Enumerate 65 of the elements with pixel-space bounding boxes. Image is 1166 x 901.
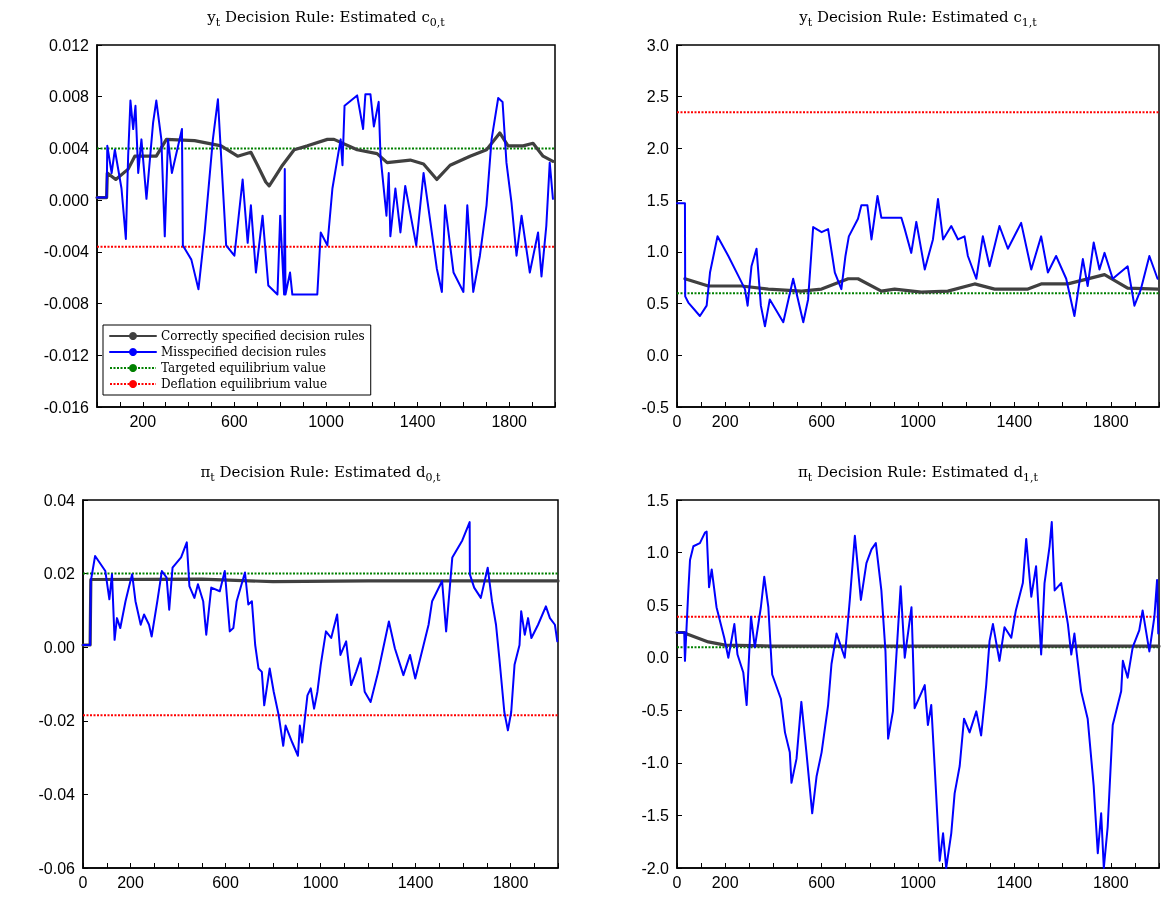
legend-label: Deflation equilibrium value [161, 377, 328, 391]
legend-label: Targeted equilibrium value [161, 361, 326, 375]
y-tick-label: -0.008 [43, 295, 90, 313]
x-tick-label: 600 [808, 412, 836, 430]
x-tick-label: 0 [78, 873, 88, 891]
x-tick-label: 600 [221, 412, 248, 430]
y-tick-label: 1.5 [646, 491, 670, 509]
x-tick-label: 1400 [996, 873, 1033, 891]
x-tick-label: 0 [672, 412, 682, 430]
chart-title: π$_{t}$ Decision Rule: Estimated d$_{1,t}$ [797, 463, 1039, 484]
y-tick-label: 0.5 [646, 295, 670, 313]
x-tick-label: 200 [711, 412, 739, 430]
chart-title: y$_{t}$ Decision Rule: Estimated c$_{0,t}$ [206, 8, 446, 29]
y-tick-label: 0.004 [48, 139, 90, 157]
y-tick-label: 1.0 [646, 544, 670, 562]
x-tick-label: 1800 [492, 873, 529, 891]
y-tick-label: 3.0 [646, 36, 670, 54]
x-tick-label: 1400 [996, 412, 1033, 430]
y-tick-label: -1.5 [641, 806, 670, 824]
x-tick-label: 1000 [302, 873, 339, 891]
y-tick-label: -0.06 [38, 859, 76, 877]
y-tick-label: -0.004 [43, 243, 90, 261]
y-tick-label: -2.0 [641, 859, 670, 877]
chart-title: y$_{t}$ Decision Rule: Estimated c$_{1,t}$ [798, 8, 1038, 29]
x-tick-label: 1400 [397, 873, 434, 891]
y-tick-label: 1.5 [646, 191, 670, 209]
y-tick-label: -0.012 [43, 346, 90, 364]
y-tick-label: -0.04 [38, 785, 76, 803]
chart-title: π$_{t}$ Decision Rule: Estimated d$_{0,t}$ [199, 463, 442, 484]
y-tick-label: 0.0 [646, 649, 670, 667]
y-tick-label: 1.0 [646, 243, 670, 261]
legend-label: Misspecified decision rules [161, 345, 327, 359]
y-tick-label: 0.5 [646, 596, 670, 614]
y-tick-label: -0.016 [43, 398, 90, 416]
y-tick-label: 2.5 [646, 88, 670, 106]
x-tick-label: 200 [129, 412, 157, 430]
y-tick-label: 0.008 [48, 88, 90, 106]
line-series [683, 273, 1160, 294]
y-tick-label: -0.5 [641, 701, 670, 719]
line-series [82, 521, 559, 757]
x-tick-label: 1800 [491, 412, 528, 430]
y-tick-label: -1.0 [641, 754, 670, 772]
legend-label: Correctly specified decision rules [161, 329, 365, 343]
x-tick-label: 600 [212, 873, 239, 891]
line-series [96, 93, 554, 296]
y-tick-label: -0.5 [641, 398, 670, 416]
y-tick-label: 2.0 [646, 139, 670, 157]
x-tick-label: 1400 [399, 412, 436, 430]
y-tick-label: 0.04 [43, 491, 76, 509]
x-tick-label: 1800 [1093, 412, 1129, 430]
y-tick-label: -0.02 [38, 712, 76, 730]
x-tick-label: 600 [808, 873, 836, 891]
x-tick-label: 0 [672, 873, 682, 891]
x-tick-label: 1000 [308, 412, 344, 430]
line-series [676, 195, 1159, 328]
y-tick-label: 0.012 [48, 36, 90, 54]
x-tick-label: 200 [117, 873, 144, 891]
y-tick-label: 0.0 [646, 346, 670, 364]
x-tick-label: 1000 [900, 412, 936, 430]
y-tick-label: 0.02 [43, 565, 76, 583]
y-tick-label: 0.000 [48, 191, 90, 209]
x-tick-label: 1800 [1093, 873, 1129, 891]
x-tick-label: 1000 [900, 873, 936, 891]
y-tick-label: 0.00 [43, 638, 76, 656]
x-tick-label: 200 [711, 873, 739, 891]
